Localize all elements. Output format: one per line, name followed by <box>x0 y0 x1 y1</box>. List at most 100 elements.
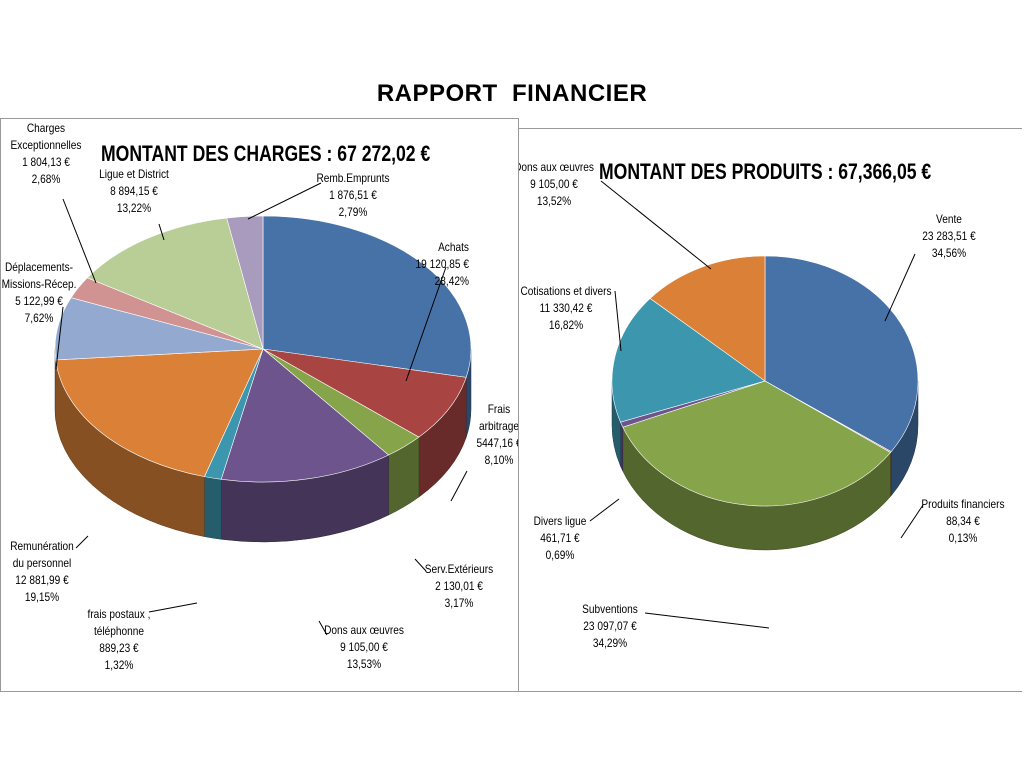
data-label-line: 88,34 € <box>946 515 980 528</box>
data-label-remune-ration-du-personnel: Remunération du personnel 12 881,99 € 19,15… <box>10 540 74 604</box>
data-label-divers-ligue: Divers ligue 461,71 € 0,69% <box>534 515 587 562</box>
data-label-achats: Achats 19 120,85 € 28,42% <box>416 241 470 288</box>
leader-line-de-placements-missions-re-cep <box>55 306 64 370</box>
data-label-line: Frais <box>488 403 511 416</box>
data-label-line: 1 804,13 € <box>22 156 70 169</box>
data-label-de-placements-missions-re-cep: Déplacements- Missions-Récep. 5 122,99 € 7,… <box>2 261 77 325</box>
data-label-cotisations-et-divers: Cotisations et divers 11 330,42 € 16,82% <box>520 285 612 332</box>
data-label-line: 0,69% <box>546 549 575 562</box>
pie-slice-cotisations-et-divers <box>611 298 766 423</box>
data-label-line: 8,10% <box>485 454 514 467</box>
pie-slice-achats <box>262 215 472 378</box>
pie-labels: Achats 19 120,85 € 28,42% Frais arbitrage 544… <box>2 122 518 672</box>
data-label-serv-exte-rieurs: Serv.Extérieurs 2 130,01 € 3,17% <box>425 563 494 610</box>
data-label-line: 8 894,15 € <box>110 185 158 198</box>
pie-side-walls <box>54 348 472 543</box>
pie-side-walls <box>611 380 919 551</box>
data-label-line: 1,32% <box>105 659 134 672</box>
pie-slice-frais-arbitrage <box>262 348 467 438</box>
charges-chart-title: MONTANT DES CHARGES : 67 272,02 € <box>101 141 431 166</box>
pie-slices <box>54 215 472 483</box>
data-label-line: Cotisations et divers <box>520 285 612 298</box>
data-label-line: 34,29% <box>593 637 628 650</box>
pie-slice-vente <box>764 255 919 453</box>
produits-pie-chart: Vente 23 283,51 € 34,56% Produits financier… <box>519 161 1005 650</box>
data-label-line: Remb.Emprunts <box>316 172 390 185</box>
leader-line-frais-postaux-te-le-phonne <box>148 602 198 613</box>
data-label-line: frais postaux , <box>88 608 151 621</box>
produits-chart-title: MONTANT DES PRODUITS : 67,366,05 € <box>599 159 932 184</box>
data-label-charges-exceptionnelles: Charges Exceptionnelles 1 804,13 € 2,68% <box>11 122 82 186</box>
pie-side-divers-ligue <box>620 422 624 472</box>
data-label-line: Charges <box>27 122 66 135</box>
data-label-line: 13,22% <box>117 202 152 215</box>
data-label-line: Exceptionnelles <box>11 139 82 152</box>
data-label-line: 19,15% <box>25 591 60 604</box>
pie-side-frais-postaux-te-le-phonne <box>204 476 222 540</box>
leader-line-divers-ligue <box>589 498 620 522</box>
data-label-line: 1 876,51 € <box>329 189 377 202</box>
data-label-line: 19 120,85 € <box>416 258 469 271</box>
data-label-line: Divers ligue <box>534 515 587 528</box>
data-label-line: 2 130,01 € <box>435 580 483 593</box>
data-label-line: 0,13% <box>949 532 978 545</box>
data-label-remb-emprunts: Remb.Emprunts 1 876,51 € 2,79% <box>316 172 390 219</box>
pie-slice-remune-ration-du-personnel <box>55 348 264 477</box>
data-label-line: Serv.Extérieurs <box>425 563 494 576</box>
data-label-frais-postaux-te-le-phonne: frais postaux , téléphonne 889,23 € 1,32% <box>88 608 151 672</box>
pie-slice-remb-emprunts <box>226 215 264 350</box>
data-label-ligue-et-district: Ligue et District 8 894,15 € 13,22% <box>99 168 169 215</box>
leader-line-ligue-et-district <box>158 223 165 241</box>
leader-line-charges-exceptionnelles <box>62 198 97 284</box>
data-label-line: 3,17% <box>445 597 474 610</box>
data-label-subventions: Subventions 23 097,07 € 34,29% <box>582 603 638 650</box>
data-label-line: 16,82% <box>549 319 584 332</box>
data-label-produits-financiers: Produits financiers 88,34 € 0,13% <box>921 498 1005 545</box>
data-label-line: 889,23 € <box>99 642 138 655</box>
data-label-line: 9 105,00 € <box>340 641 388 654</box>
produits-chart-panel: MONTANT DES PRODUITS : 67,366,05 € Vente… <box>518 128 1022 692</box>
pie-slice-de-placements-missions-re-cep <box>54 297 264 361</box>
leader-line-serv-exte-rieurs <box>414 558 427 572</box>
leader-line-remb-emprunts <box>247 182 322 220</box>
leader-line-achats <box>405 266 447 382</box>
data-label-line: 13,53% <box>347 658 382 671</box>
data-label-line: Subventions <box>582 603 638 616</box>
data-label-line: 23 283,51 € <box>922 230 975 243</box>
pie-slice-ligue-et-district <box>86 217 264 350</box>
data-label-line: 34,56% <box>932 247 967 260</box>
data-label-frais-arbitrage: Frais arbitrage 5447,16 € 8,10% <box>476 403 518 467</box>
data-label-line: 5447,16 € <box>476 437 518 450</box>
data-label-line: 7,62% <box>25 312 54 325</box>
pie-slice-dons-aux-uvres <box>220 348 390 483</box>
pie-labels: Vente 23 283,51 € 34,56% Produits financier… <box>519 161 1005 650</box>
leader-line-cotisations-et-divers <box>614 290 622 352</box>
data-label-line: du personnel <box>13 557 72 570</box>
data-label-dons-aux-uvres: Dons aux œuvres 9 105,00 € 13,52% <box>519 161 594 208</box>
data-label-line: 2,79% <box>339 206 368 219</box>
data-label-line: 2,68% <box>32 173 61 186</box>
pie-slice-subventions <box>622 380 891 507</box>
data-label-line: Produits financiers <box>921 498 1005 511</box>
page-title: RAPPORT FINANCIER <box>376 80 648 107</box>
data-label-line: Dons aux œuvres <box>324 624 404 637</box>
data-label-line: 28,42% <box>435 275 470 288</box>
charges-pie-chart: Achats 19 120,85 € 28,42% Frais arbitrage 544… <box>2 122 518 672</box>
data-label-vente: Vente 23 283,51 € 34,56% <box>922 213 975 260</box>
data-label-dons-aux-uvres: Dons aux œuvres 9 105,00 € 13,53% <box>324 624 404 671</box>
leader-line-dons-aux-uvres <box>600 180 712 270</box>
data-label-line: 461,71 € <box>540 532 579 545</box>
leader-line-subventions <box>644 612 770 629</box>
leader-line-frais-arbitrage <box>450 470 468 502</box>
data-label-line: Dons aux œuvres <box>519 161 594 174</box>
data-label-line: 12 881,99 € <box>15 574 68 587</box>
data-label-line: 9 105,00 € <box>530 178 578 191</box>
data-label-line: 13,52% <box>537 195 572 208</box>
pie-slice-dons-aux-uvres <box>649 255 766 382</box>
data-label-line: téléphonne <box>94 625 144 638</box>
data-label-line: 23 097,07 € <box>583 620 636 633</box>
leader-line-vente <box>884 253 916 322</box>
pie-slices <box>611 255 919 507</box>
data-label-line: Déplacements- <box>5 261 73 274</box>
data-label-line: arbitrage <box>479 420 518 433</box>
